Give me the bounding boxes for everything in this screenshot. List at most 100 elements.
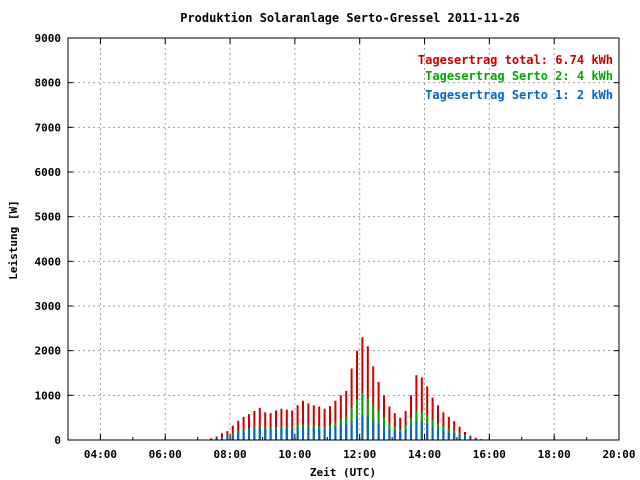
bar-total	[329, 406, 331, 440]
bar-total	[318, 406, 321, 440]
bar-total	[377, 381, 380, 440]
bar-serto-1	[291, 428, 294, 440]
bar-serto-1	[237, 432, 240, 440]
x-tick-label: 12:00	[343, 448, 376, 461]
bar-total	[242, 416, 245, 440]
bar-total	[296, 405, 299, 440]
x-tick-label: 20:00	[602, 448, 635, 461]
chart-title: Produktion Solaranlage Serto-Gressel 201…	[180, 11, 520, 25]
bar-serto-1	[388, 429, 391, 440]
bar-total	[221, 433, 223, 440]
bar-serto-1	[431, 426, 434, 440]
bar-serto-1	[329, 427, 331, 440]
x-tick-label: 08:00	[213, 448, 246, 461]
bar-serto-1	[258, 427, 261, 440]
bar-total	[323, 408, 326, 440]
bar-serto-1	[318, 428, 321, 440]
bar-serto-1	[404, 429, 407, 440]
legend-separator: :	[541, 53, 555, 67]
bar-serto-1	[447, 431, 450, 440]
legend-label: Tagesertrag Serto 1	[425, 88, 562, 102]
x-axis: 04:00 06:00 08:00 10:00 12:00 14:00 16:00 18:00…	[67, 38, 636, 461]
y-axis-label: Leistung [W]	[7, 200, 20, 279]
bar-total	[253, 411, 256, 440]
plot-frame	[67, 37, 620, 441]
bar-total	[442, 412, 445, 440]
x-tick-label: 04:00	[84, 448, 117, 461]
bar-total	[447, 416, 450, 440]
bar-serto-1	[242, 431, 245, 440]
bar-total	[275, 410, 277, 440]
bar-serto-1	[420, 422, 423, 440]
bar-serto-1	[350, 421, 353, 440]
bar-serto-1	[437, 428, 439, 440]
bar-serto-1	[226, 436, 229, 440]
legend-value: 4 kWh	[577, 69, 613, 83]
y-tick-label: 8000	[35, 77, 62, 90]
legend-entry-total: Tagesertrag total: 6.74 kWh	[418, 53, 613, 67]
bar-total	[264, 412, 267, 440]
y-tick-label: 1000	[35, 389, 62, 402]
bar-total	[231, 425, 234, 440]
bar-serto-1	[415, 421, 418, 440]
bar-total	[366, 346, 369, 440]
bar-serto-1	[464, 436, 466, 440]
legend-entry-serto1: Tagesertrag Serto 1: 2 kWh	[425, 88, 613, 102]
x-tick-label: 18:00	[538, 448, 571, 461]
bar-total	[426, 386, 429, 440]
legend: Tagesertrag total: 6.74 kWh Tagesertrag …	[418, 53, 613, 102]
bar-serto-1	[366, 416, 369, 440]
bar-serto-1	[221, 437, 223, 440]
bar-total	[285, 409, 288, 440]
bar-total	[258, 407, 261, 440]
legend-label: Tagesertrag total	[418, 53, 541, 67]
bar-total	[431, 397, 434, 440]
y-tick-label: 4000	[35, 255, 62, 268]
bar-serto-1	[285, 428, 288, 440]
bar-serto-1	[231, 434, 234, 440]
legend-value: 6.74 kWh	[555, 53, 613, 67]
bar-serto-1	[302, 426, 304, 440]
bar-total	[356, 350, 358, 440]
bar-total	[280, 408, 283, 440]
y-tick-label: 6000	[35, 166, 62, 179]
data-bars	[210, 337, 483, 440]
bar-total	[372, 366, 375, 440]
bar-total	[345, 390, 348, 440]
bar-serto-1	[334, 426, 337, 440]
bar-serto-1	[458, 434, 461, 440]
bar-serto-1	[356, 417, 358, 440]
bar-serto-1	[339, 425, 342, 440]
legend-separator: :	[562, 88, 576, 102]
bar-total	[350, 368, 353, 440]
y-tick-label: 9000	[35, 32, 62, 45]
bar-serto-1	[269, 429, 272, 440]
bar-serto-1	[442, 430, 445, 440]
bar-serto-1	[248, 429, 250, 440]
bar-total	[404, 411, 407, 440]
x-tick-label: 16:00	[473, 448, 506, 461]
bar-total	[437, 405, 439, 440]
bar-serto-1	[393, 431, 396, 440]
bar-serto-1	[361, 415, 364, 440]
bar-total	[312, 405, 315, 440]
grid-lines	[68, 38, 619, 440]
bar-total	[237, 420, 240, 440]
bar-total	[334, 400, 337, 440]
bar-total	[383, 395, 385, 440]
bar-serto-1	[453, 432, 456, 440]
bar-serto-1	[399, 432, 402, 440]
y-axis: 0 1000 2000 3000 4000 5000 6000 7000 8000 9000	[35, 32, 619, 447]
bar-total	[410, 395, 412, 440]
bar-total	[302, 400, 304, 440]
y-tick-label: 2000	[35, 345, 62, 358]
bar-serto-1	[426, 423, 429, 440]
x-tick-label: 14:00	[408, 448, 441, 461]
bar-total	[248, 414, 250, 440]
bar-serto-1	[280, 427, 283, 440]
bar-serto-1	[323, 428, 326, 440]
bar-total	[226, 431, 229, 440]
bar-serto-1	[372, 421, 375, 440]
bar-total	[339, 395, 342, 440]
